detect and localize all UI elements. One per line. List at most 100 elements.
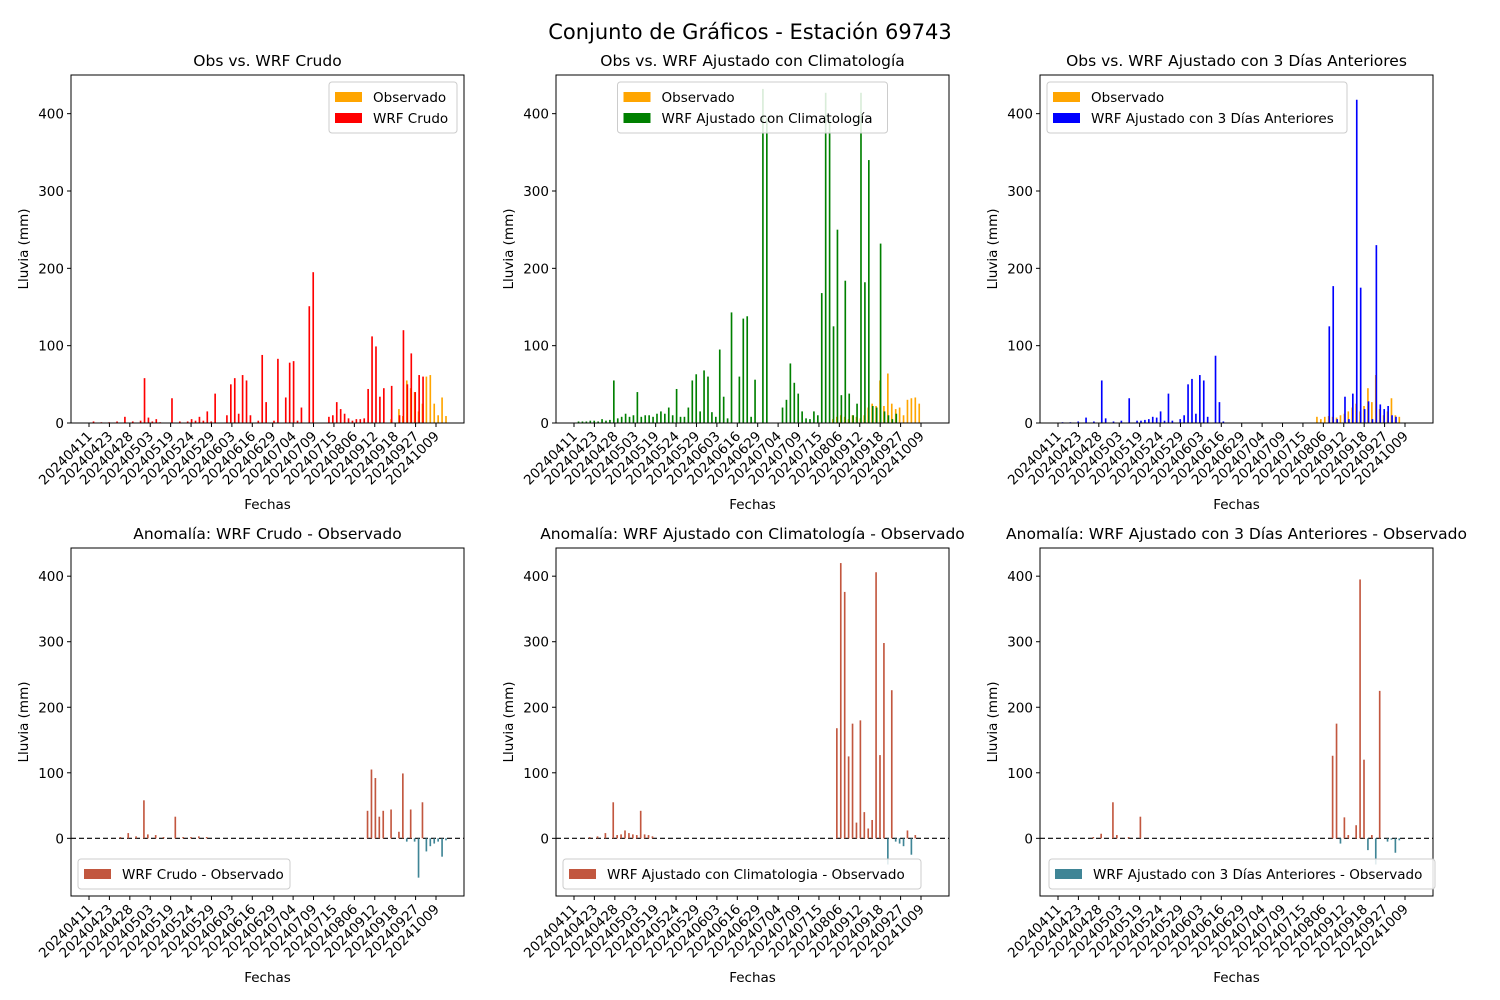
bar: [863, 812, 866, 839]
bar: [131, 421, 134, 423]
bar: [143, 378, 146, 423]
bar: [864, 282, 866, 423]
bar: [429, 838, 432, 847]
bar: [883, 411, 886, 423]
bar: [671, 415, 674, 423]
bar: [902, 838, 905, 847]
bar: [890, 403, 893, 423]
bar: [308, 306, 311, 423]
y-axis-label: Lluvia (mm): [501, 209, 517, 290]
bar: [609, 419, 611, 423]
bar: [1379, 404, 1382, 423]
bar: [1202, 380, 1205, 423]
bar: [1316, 416, 1318, 423]
bar: [1155, 417, 1158, 423]
bar: [1331, 755, 1334, 839]
bar: [612, 802, 615, 839]
y-tick-label: 300: [38, 184, 64, 200]
bar: [1387, 405, 1389, 423]
bar: [347, 418, 350, 423]
bar: [127, 833, 130, 839]
plot-frame: [70, 547, 465, 897]
bar: [1120, 420, 1123, 423]
legend: WRF Crudo - Observado: [77, 858, 291, 890]
y-tick-label: 100: [1007, 339, 1033, 355]
bar: [1171, 420, 1174, 423]
bar: [1163, 420, 1166, 423]
y-tick-label: 0: [55, 831, 64, 847]
bar: [867, 828, 870, 839]
bar: [836, 728, 838, 839]
bar: [1339, 415, 1342, 423]
bar: [257, 420, 260, 423]
y-tick-label: 200: [1007, 700, 1033, 716]
bar: [762, 88, 764, 424]
y-tick-label: 300: [1007, 635, 1033, 651]
bar: [343, 413, 346, 423]
bar: [1214, 355, 1217, 423]
y-tick-label: 0: [1024, 416, 1033, 432]
bar: [92, 421, 95, 423]
legend-label: WRF Ajustado con 3 Días Anteriores: [1091, 111, 1334, 127]
bar: [1320, 419, 1322, 423]
bar: [214, 393, 216, 423]
legend-label: WRF Ajustado con 3 Días Anteriores - Obs…: [1093, 867, 1422, 883]
bar: [898, 838, 901, 844]
bar: [1367, 401, 1370, 423]
bar: [375, 346, 377, 423]
bar: [577, 421, 580, 423]
bar: [785, 399, 788, 423]
legend-label: WRF Crudo: [373, 111, 448, 127]
plot-frame: [70, 74, 465, 424]
bar: [182, 837, 184, 839]
bar: [817, 415, 819, 423]
bar: [1363, 759, 1365, 839]
bar: [421, 802, 424, 839]
y-tick-label: 200: [523, 261, 549, 277]
bar: [914, 835, 917, 839]
bar: [437, 838, 439, 842]
bar: [1104, 418, 1107, 423]
bar: [624, 830, 626, 839]
bar: [1167, 393, 1170, 423]
y-tick-label: 100: [1007, 766, 1033, 782]
bar: [1395, 416, 1397, 423]
x-axis-label: Fechas: [1213, 970, 1260, 986]
bar: [162, 837, 165, 839]
bar: [906, 830, 909, 839]
bar: [1159, 411, 1162, 423]
panels: Obs vs. WRF Crudo01002003004002024041120…: [16, 52, 1467, 986]
bar: [628, 833, 630, 839]
bar: [1112, 802, 1114, 839]
bar: [879, 755, 881, 839]
bar: [284, 397, 287, 423]
bar: [875, 407, 878, 423]
legend-swatch: [1055, 869, 1082, 879]
bar: [1355, 99, 1358, 423]
y-tick-label: 0: [540, 416, 549, 432]
bar: [147, 834, 149, 839]
bar: [597, 421, 599, 423]
bar: [722, 396, 725, 423]
chart-title: Anomalía: WRF Ajustado con 3 Días Anteri…: [1006, 525, 1467, 543]
bar: [429, 375, 432, 423]
bar: [351, 420, 354, 423]
bar: [707, 376, 709, 423]
legend-label: WRF Ajustado con Climatologia - Observad…: [607, 867, 905, 883]
bar: [1112, 421, 1115, 423]
bar: [581, 421, 584, 423]
bar: [632, 834, 634, 839]
legend: WRF Ajustado con Climatologia - Observad…: [562, 858, 922, 890]
x-axis-label: Fechas: [244, 497, 291, 513]
y-tick-label: 100: [38, 339, 64, 355]
bar: [402, 773, 404, 839]
bar: [1343, 817, 1346, 839]
legend-label: Observado: [1091, 90, 1164, 106]
legend: WRF Ajustado con 3 Días Anteriores - Obs…: [1048, 858, 1436, 890]
y-tick-label: 300: [1007, 184, 1033, 200]
bar: [813, 411, 815, 423]
legend-box: [77, 858, 291, 890]
chart-panel-1: Obs vs. WRF Crudo01002003004002024041120…: [16, 52, 465, 513]
legend-box: [617, 81, 888, 134]
